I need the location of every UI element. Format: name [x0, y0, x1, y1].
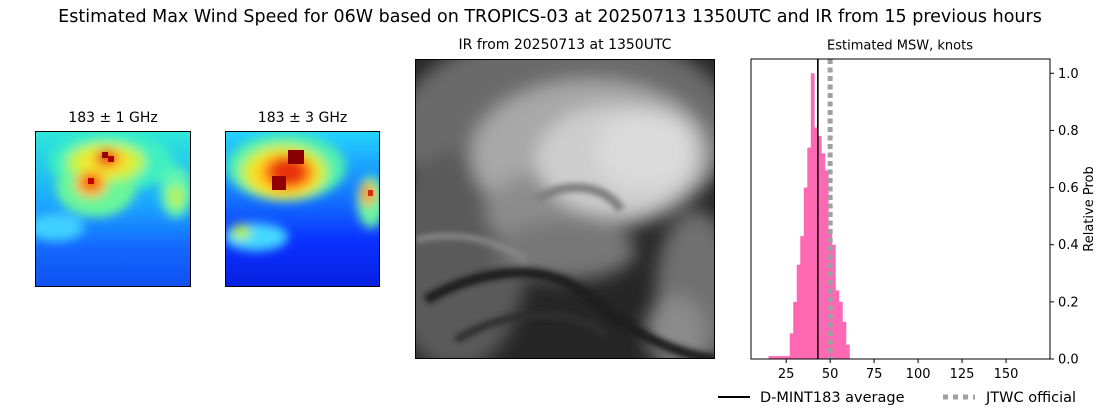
histogram-bar — [814, 127, 819, 359]
histogram-bar — [789, 333, 794, 359]
histogram-bar — [800, 236, 805, 359]
histogram-bar — [782, 356, 787, 359]
histogram-bar — [796, 264, 801, 359]
figure-title: Estimated Max Wind Speed for 06W based o… — [58, 7, 1042, 27]
legend-label: JTWC official — [985, 390, 1076, 406]
histogram-bar — [842, 321, 847, 359]
histogram-bar — [835, 290, 840, 359]
x-tick-label: 150 — [994, 367, 1019, 382]
x-tick-label: 50 — [822, 367, 839, 382]
mw-panel-1-title: 183 ± 1 GHz — [68, 110, 158, 126]
histogram-bar — [838, 301, 843, 359]
histogram-bar — [810, 73, 815, 360]
x-tick-label: 75 — [866, 367, 883, 382]
histogram-bar — [821, 153, 826, 359]
histogram-bar — [824, 170, 829, 359]
plot-frame — [750, 58, 1051, 360]
chart-legend: D-MINT183 average JTWC official — [718, 390, 1076, 406]
histogram-bar — [845, 344, 850, 359]
ir-panel-image — [415, 59, 715, 359]
y-tick-label: 0.2 — [1058, 295, 1079, 310]
histogram-bar — [803, 187, 808, 359]
histogram-bar — [807, 147, 812, 359]
x-tick-label: 25 — [778, 367, 795, 382]
legend-label: D-MINT183 average — [760, 390, 905, 406]
ir-panel-title: IR from 20250713 at 1350UTC — [458, 37, 672, 53]
histogram-title: Estimated MSW, knots — [827, 39, 973, 54]
mw-panel-2-title: 183 ± 3 GHz — [257, 110, 348, 126]
histogram-bar — [817, 136, 822, 359]
mw-panel-1-image — [35, 131, 191, 287]
y-tick-label: 0.0 — [1058, 353, 1079, 368]
histogram-bar — [828, 230, 833, 359]
histogram-bar — [786, 356, 790, 359]
y-tick-label: 1.0 — [1058, 67, 1079, 82]
histogram-bar — [779, 356, 783, 359]
histogram-bar — [768, 356, 773, 359]
histogram-bar — [793, 301, 798, 359]
y-tick-label: 0.6 — [1058, 181, 1079, 196]
y-tick-label: 0.8 — [1058, 124, 1079, 139]
x-tick-label: 125 — [950, 367, 975, 382]
x-tick-label: 100 — [906, 367, 931, 382]
histogram-bar — [775, 356, 780, 359]
y-tick-label: 0.4 — [1058, 238, 1079, 253]
histogram-bar — [772, 356, 776, 359]
y-axis-label: Relative Prob — [1082, 166, 1097, 251]
mw-panel-2-image — [225, 131, 380, 287]
histogram-bar — [831, 244, 836, 359]
